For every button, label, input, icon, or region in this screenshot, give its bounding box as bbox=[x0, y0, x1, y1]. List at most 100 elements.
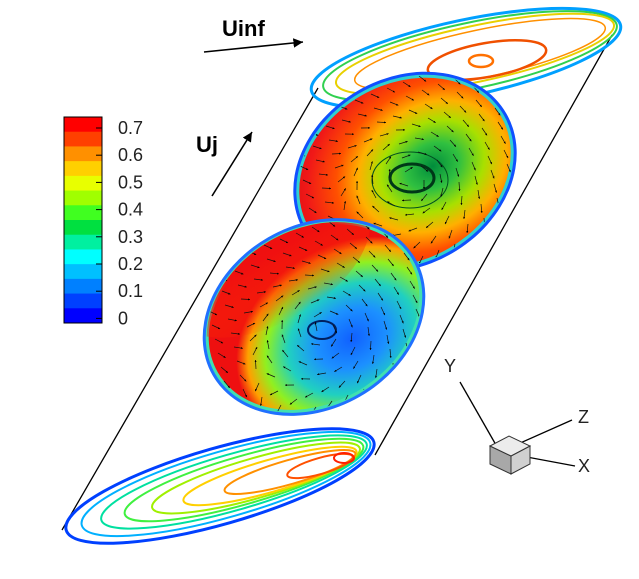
axis-x-label: X bbox=[578, 456, 590, 476]
velocity-vector bbox=[363, 138, 373, 143]
velocity-vector bbox=[266, 340, 270, 350]
velocity-vector bbox=[466, 223, 469, 233]
velocity-vector bbox=[534, 213, 539, 223]
velocity-vector bbox=[215, 262, 225, 268]
velocity-vector bbox=[332, 324, 338, 334]
legend-band bbox=[64, 220, 102, 236]
velocity-vector bbox=[364, 312, 369, 322]
velocity-vector bbox=[271, 115, 280, 122]
velocity-vector bbox=[434, 316, 439, 326]
velocity-vector bbox=[418, 255, 424, 265]
velocity-vector bbox=[310, 299, 320, 304]
velocity-vector bbox=[386, 334, 390, 344]
velocity-vector bbox=[334, 366, 343, 372]
velocity-vector bbox=[266, 373, 276, 378]
velocity-vector bbox=[460, 195, 463, 206]
legend-tick-label: 0.4 bbox=[118, 200, 143, 220]
velocity-vector bbox=[232, 422, 237, 432]
velocity-vector bbox=[280, 157, 289, 164]
velocity-vector bbox=[372, 205, 380, 213]
velocity-vector bbox=[355, 270, 364, 278]
velocity-vector bbox=[465, 133, 472, 142]
velocity-vector bbox=[371, 264, 379, 272]
velocity-vector bbox=[518, 219, 522, 229]
velocity-vector bbox=[376, 121, 387, 124]
velocity-vector bbox=[427, 117, 436, 124]
legend-band bbox=[64, 249, 102, 265]
velocity-vector bbox=[224, 304, 234, 308]
legend-band bbox=[64, 175, 102, 192]
legend-band bbox=[64, 293, 102, 309]
middle-cross-section bbox=[172, 184, 451, 450]
velocity-vector bbox=[440, 97, 449, 105]
velocity-vector bbox=[281, 334, 286, 344]
velocity-vector bbox=[307, 286, 317, 290]
velocity-vector bbox=[346, 228, 355, 236]
velocity-vector bbox=[214, 338, 224, 344]
velocity-vector bbox=[278, 306, 284, 316]
velocity-vector bbox=[497, 121, 504, 130]
velocity-vector bbox=[371, 189, 377, 199]
velocity-vector bbox=[180, 260, 189, 267]
velocity-vector bbox=[274, 129, 283, 136]
velocity-vector bbox=[373, 222, 383, 227]
velocity-vector bbox=[243, 310, 253, 314]
velocity-vector bbox=[364, 402, 368, 412]
velocity-vector bbox=[386, 87, 396, 93]
velocity-vector bbox=[337, 176, 346, 183]
velocity-vector bbox=[519, 143, 525, 153]
velocity-vector bbox=[213, 414, 219, 424]
velocity-vector bbox=[275, 295, 284, 302]
legend-band bbox=[64, 161, 102, 177]
velocity-vector bbox=[521, 233, 525, 243]
velocity-vector bbox=[324, 201, 334, 204]
velocity-vector bbox=[253, 278, 263, 281]
velocity-vector bbox=[374, 368, 378, 378]
velocity-vector bbox=[291, 289, 300, 296]
velocity-vector bbox=[331, 152, 342, 155]
velocity-vector bbox=[311, 226, 320, 233]
velocity-vector bbox=[405, 213, 415, 216]
velocity-vector bbox=[456, 257, 459, 267]
velocity-vector bbox=[279, 238, 289, 244]
velocity-vector bbox=[421, 336, 426, 346]
velocity-vector bbox=[418, 75, 427, 82]
velocity-vector bbox=[459, 105, 467, 113]
velocity-vector bbox=[501, 59, 508, 68]
velocity-vector bbox=[211, 324, 221, 330]
velocity-vector bbox=[210, 400, 217, 409]
velocity-vector bbox=[389, 348, 392, 358]
velocity-vector bbox=[341, 119, 351, 123]
velocity-vector bbox=[244, 236, 253, 242]
velocity-vector bbox=[458, 181, 461, 192]
velocity-vector bbox=[336, 262, 345, 268]
velocity-vector bbox=[493, 183, 497, 193]
velocity-vector bbox=[462, 119, 470, 128]
velocity-vector bbox=[430, 131, 439, 137]
velocity-vector bbox=[335, 91, 345, 97]
velocity-vector bbox=[430, 235, 437, 244]
velocity-vector bbox=[411, 370, 415, 380]
velocity-vector bbox=[239, 374, 247, 382]
velocity-vector bbox=[289, 398, 298, 405]
velocity-vector bbox=[192, 316, 201, 323]
velocity-vector bbox=[334, 164, 344, 169]
velocity-vector bbox=[272, 284, 282, 288]
velocity-vector bbox=[356, 211, 364, 219]
velocity-vector bbox=[269, 272, 279, 275]
velocity-vector bbox=[475, 99, 483, 108]
velocity-vector bbox=[500, 135, 506, 144]
velocity-vector bbox=[425, 221, 434, 229]
velocity-vector bbox=[382, 143, 390, 151]
velocity-vector bbox=[374, 278, 381, 287]
velocity-vector bbox=[183, 274, 192, 281]
velocity-vector bbox=[384, 244, 392, 253]
velocity-vector bbox=[358, 284, 366, 292]
legend-band bbox=[64, 117, 102, 133]
velocity-vector bbox=[353, 360, 359, 369]
legend-band bbox=[64, 308, 102, 324]
velocity-vector bbox=[306, 117, 316, 123]
velocity-vector bbox=[298, 361, 308, 366]
legend-tick-label: 0.6 bbox=[118, 145, 143, 165]
velocity-vector bbox=[427, 364, 431, 374]
